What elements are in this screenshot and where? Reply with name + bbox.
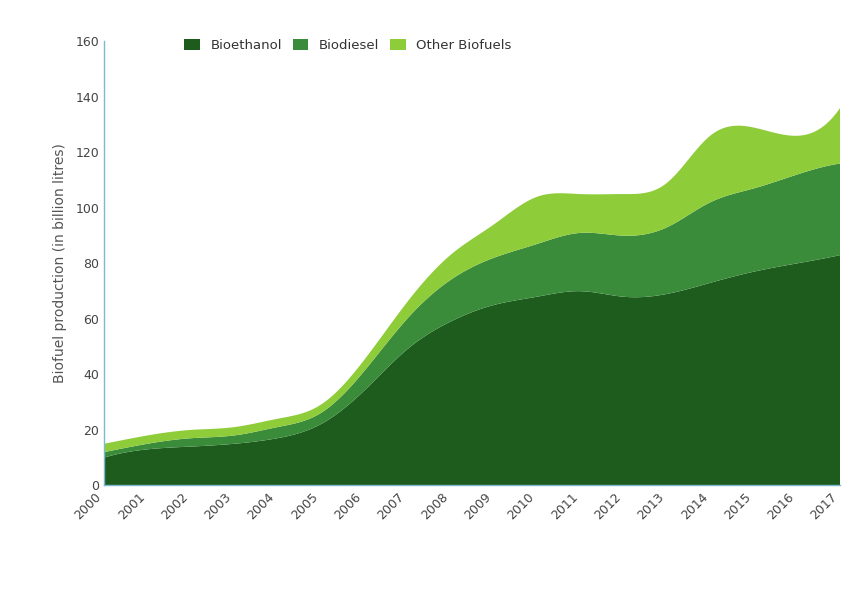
Legend: Bioethanol, Biodiesel, Other Biofuels: Bioethanol, Biodiesel, Other Biofuels [184, 39, 512, 52]
Y-axis label: Biofuel production (in billion litres): Biofuel production (in billion litres) [53, 143, 67, 384]
